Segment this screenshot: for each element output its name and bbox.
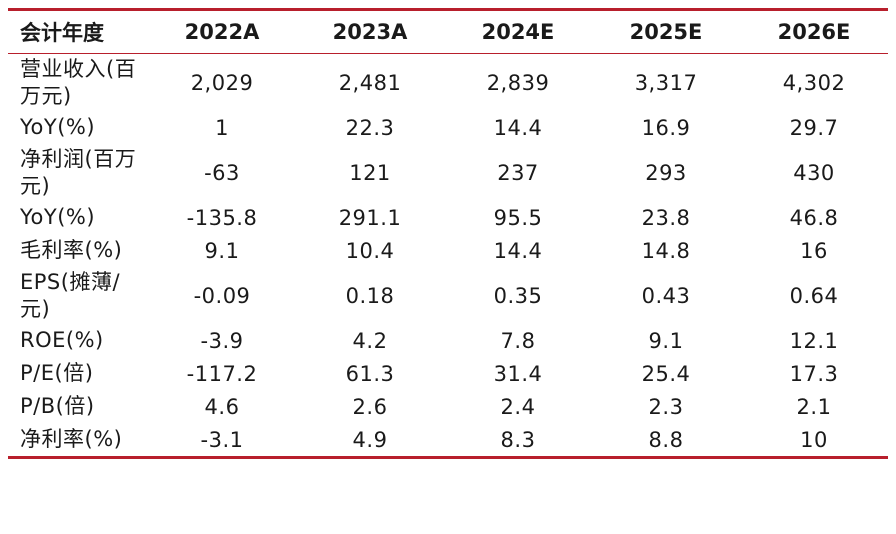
row-label: EPS(摊薄/元) bbox=[20, 269, 121, 321]
table-row-pe: P/E(倍) -117.2 61.3 31.4 25.4 17.3 bbox=[8, 357, 888, 390]
table-cell: 291.1 bbox=[338, 205, 402, 230]
table-row-roe: ROE(%) -3.9 4.2 7.8 9.1 12.1 bbox=[8, 324, 888, 357]
table-bottom-rule bbox=[8, 456, 888, 459]
table-cell: 31.4 bbox=[493, 361, 543, 386]
table-cell: 0.18 bbox=[345, 283, 395, 308]
table-cell: 8.8 bbox=[648, 427, 684, 452]
table-cell: 14.4 bbox=[493, 238, 543, 263]
table-cell: 14.4 bbox=[493, 115, 543, 140]
table-cell: 9.1 bbox=[648, 328, 684, 353]
financial-forecast-table: 会计年度 2022A 2023A 2024E 2025E 2026E bbox=[8, 11, 888, 53]
table-cell: 22.3 bbox=[345, 115, 395, 140]
table-top-rule bbox=[8, 8, 888, 11]
table-cell: 9.1 bbox=[204, 238, 240, 263]
table-cell: 293 bbox=[645, 160, 687, 185]
financial-forecast-table-container: 会计年度 2022A 2023A 2024E 2025E 2026E 营业收入(… bbox=[8, 8, 888, 459]
table-cell: 46.8 bbox=[789, 205, 839, 230]
table-cell: 3,317 bbox=[634, 70, 698, 95]
header-2024e: 2024E bbox=[481, 20, 555, 44]
table-row-revenue-yoy: YoY(%) 1 22.3 14.4 16.9 29.7 bbox=[8, 111, 888, 144]
header-2026e: 2026E bbox=[777, 20, 851, 44]
table-cell: 430 bbox=[793, 160, 835, 185]
table-cell: 25.4 bbox=[641, 361, 691, 386]
table-cell: 0.64 bbox=[789, 283, 839, 308]
table-cell: 14.8 bbox=[641, 238, 691, 263]
table-cell: 12.1 bbox=[789, 328, 839, 353]
table-cell: 4.2 bbox=[352, 328, 388, 353]
header-2023a: 2023A bbox=[332, 20, 408, 44]
table-cell: 2.6 bbox=[352, 394, 388, 419]
table-cell: 2.3 bbox=[648, 394, 684, 419]
table-cell: 4,302 bbox=[782, 70, 846, 95]
table-row-gross-margin: 毛利率(%) 9.1 10.4 14.4 14.8 16 bbox=[8, 234, 888, 267]
table-cell: 237 bbox=[497, 160, 539, 185]
table-cell: 10 bbox=[800, 427, 828, 452]
table-cell: -3.1 bbox=[200, 427, 244, 452]
row-label: P/B(倍) bbox=[20, 394, 95, 418]
row-label: YoY(%) bbox=[20, 115, 96, 139]
table-row-eps: EPS(摊薄/元) -0.09 0.18 0.35 0.43 0.64 bbox=[8, 267, 888, 324]
table-cell: 16.9 bbox=[641, 115, 691, 140]
table-header-rule bbox=[8, 53, 888, 54]
table-cell: 1 bbox=[215, 115, 229, 140]
table-cell: -63 bbox=[204, 160, 240, 185]
header-2025e: 2025E bbox=[629, 20, 703, 44]
table-cell: 8.3 bbox=[500, 427, 536, 452]
table-cell: 16 bbox=[800, 238, 828, 263]
table-cell: 29.7 bbox=[789, 115, 839, 140]
table-cell: 2,481 bbox=[338, 70, 402, 95]
table-cell: -0.09 bbox=[193, 283, 251, 308]
header-2022a: 2022A bbox=[184, 20, 260, 44]
row-label: 净利率(%) bbox=[20, 427, 123, 451]
table-row-revenue: 营业收入(百万元) 2,029 2,481 2,839 3,317 4,302 bbox=[8, 54, 888, 111]
row-label: P/E(倍) bbox=[20, 361, 94, 385]
row-label: ROE(%) bbox=[20, 328, 104, 352]
table-header-row: 会计年度 2022A 2023A 2024E 2025E 2026E bbox=[8, 11, 888, 53]
table-cell: 0.43 bbox=[641, 283, 691, 308]
table-row-net-profit-yoy: YoY(%) -135.8 291.1 95.5 23.8 46.8 bbox=[8, 201, 888, 234]
table-cell: 61.3 bbox=[345, 361, 395, 386]
table-cell: 121 bbox=[349, 160, 391, 185]
row-label: 毛利率(%) bbox=[20, 238, 123, 262]
table-cell: -3.9 bbox=[200, 328, 244, 353]
table-cell: 2,029 bbox=[190, 70, 254, 95]
row-label: YoY(%) bbox=[20, 205, 96, 229]
table-row-net-margin: 净利率(%) -3.1 4.9 8.3 8.8 10 bbox=[8, 423, 888, 456]
table-cell: 0.35 bbox=[493, 283, 543, 308]
row-label: 营业收入(百万元) bbox=[20, 56, 137, 108]
header-fiscal-year: 会计年度 bbox=[20, 21, 104, 45]
table-cell: 4.9 bbox=[352, 427, 388, 452]
table-cell: -135.8 bbox=[186, 205, 258, 230]
table-row-net-profit: 净利润(百万元) -63 121 237 293 430 bbox=[8, 144, 888, 201]
table-cell: 7.8 bbox=[500, 328, 536, 353]
table-cell: 17.3 bbox=[789, 361, 839, 386]
table-cell: 2,839 bbox=[486, 70, 550, 95]
table-cell: 95.5 bbox=[493, 205, 543, 230]
row-label: 净利润(百万元) bbox=[20, 146, 137, 198]
table-cell: 4.6 bbox=[204, 394, 240, 419]
financial-forecast-table-body: 营业收入(百万元) 2,029 2,481 2,839 3,317 4,302 … bbox=[8, 54, 888, 456]
table-cell: 2.1 bbox=[796, 394, 832, 419]
table-cell: 10.4 bbox=[345, 238, 395, 263]
table-cell: 23.8 bbox=[641, 205, 691, 230]
table-row-pb: P/B(倍) 4.6 2.6 2.4 2.3 2.1 bbox=[8, 390, 888, 423]
table-cell: -117.2 bbox=[186, 361, 258, 386]
table-cell: 2.4 bbox=[500, 394, 536, 419]
